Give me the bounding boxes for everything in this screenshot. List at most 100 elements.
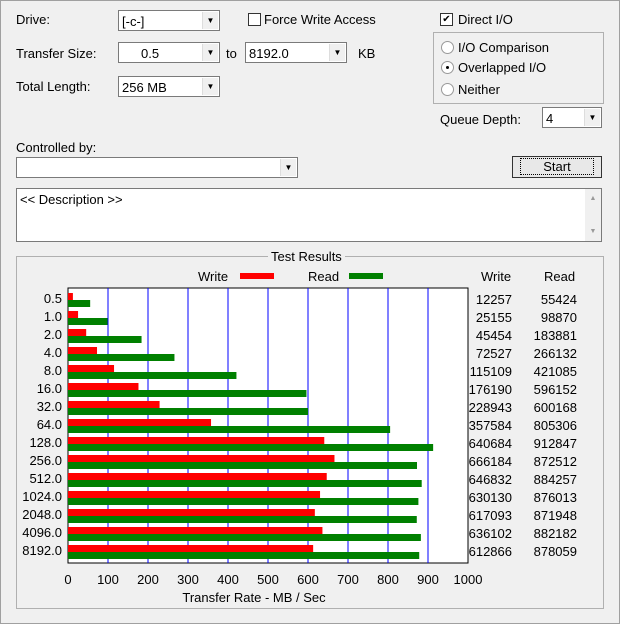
queue-depth-label: Queue Depth:	[440, 112, 521, 127]
write-bar	[68, 311, 79, 318]
transfer-to-value: 8192.0	[249, 46, 289, 61]
x-axis-label: Transfer Rate - MB / Sec	[182, 590, 326, 605]
x-tick-label: 800	[377, 572, 399, 587]
category-label: 512.0	[29, 471, 62, 486]
to-label: to	[226, 46, 237, 61]
write-bar	[68, 473, 327, 480]
direct-io-checkbox[interactable]: ✔	[440, 13, 453, 26]
neither-label: Neither	[458, 82, 500, 97]
description-scrollbar[interactable]: ▲ ▼	[585, 189, 601, 241]
write-bar	[68, 509, 315, 516]
drive-value: [-c-]	[122, 14, 145, 29]
read-value: 878059	[533, 544, 577, 559]
read-bar	[68, 318, 108, 325]
read-legend-swatch	[349, 273, 383, 279]
write-value: 176190	[468, 382, 512, 397]
read-bar	[68, 300, 91, 307]
controlled-by-select[interactable]: ▼	[16, 157, 298, 178]
category-label: 8192.0	[22, 543, 62, 558]
write-value: 45454	[475, 328, 512, 343]
x-tick-label: 700	[337, 572, 359, 587]
write-bar	[68, 383, 139, 390]
chevron-down-icon[interactable]: ▼	[202, 12, 218, 29]
read-value: 805306	[533, 418, 577, 433]
write-value: 646832	[468, 472, 512, 487]
read-bar	[68, 516, 417, 523]
total-length-value: 256 MB	[122, 80, 167, 95]
x-tick-label: 600	[297, 572, 319, 587]
write-value: 640684	[468, 436, 512, 451]
read-value: 884257	[533, 472, 577, 487]
transfer-to-select[interactable]: 8192.0 ▼	[245, 42, 347, 63]
neither-radio[interactable]	[441, 83, 454, 96]
read-value: 912847	[533, 436, 577, 451]
kb-label: KB	[358, 46, 376, 61]
transfer-from-select[interactable]: 0.5 ▼	[118, 42, 220, 63]
x-tick-label: 900	[417, 572, 439, 587]
category-label: 128.0	[29, 435, 62, 450]
write-value: 228943	[468, 400, 512, 415]
total-length-label: Total Length:	[16, 79, 91, 94]
io-mode-group	[433, 32, 604, 104]
category-label: 2.0	[44, 327, 62, 342]
read-value: 266132	[533, 346, 577, 361]
read-value: 55424	[540, 292, 577, 307]
write-bar	[68, 401, 160, 408]
category-label: 64.0	[37, 417, 62, 432]
drive-label: Drive:	[16, 12, 50, 27]
direct-io-label: Direct I/O	[458, 12, 513, 27]
chevron-down-icon[interactable]: ▼	[584, 109, 600, 126]
write-value: 115109	[469, 364, 512, 379]
write-value: 666184	[468, 454, 512, 469]
x-tick-label: 200	[137, 572, 159, 587]
write-bar	[68, 491, 321, 498]
read-bar	[68, 462, 418, 469]
category-label: 0.5	[44, 291, 62, 306]
category-label: 4.0	[44, 345, 62, 360]
chevron-down-icon[interactable]: ▼	[329, 44, 345, 61]
drive-select[interactable]: [-c-] ▼	[118, 10, 220, 31]
controlled-by-label: Controlled by:	[16, 140, 97, 155]
queue-depth-select[interactable]: 4 ▼	[542, 107, 602, 128]
description-textarea[interactable]: << Description >> ▲ ▼	[16, 188, 602, 242]
read-bar	[68, 354, 175, 361]
write-legend-swatch	[240, 273, 274, 279]
total-length-select[interactable]: 256 MB ▼	[118, 76, 220, 97]
write-bar	[68, 437, 325, 444]
x-tick-label: 300	[177, 572, 199, 587]
start-button[interactable]: Start	[512, 156, 602, 178]
read-bar	[68, 336, 142, 343]
write-value: 25155	[475, 310, 512, 325]
write-bar	[68, 527, 323, 534]
read-bar	[68, 444, 434, 451]
chevron-down-icon[interactable]: ▼	[202, 44, 218, 61]
read-bar	[68, 534, 421, 541]
write-column-header: Write	[481, 269, 512, 284]
category-label: 4096.0	[22, 525, 62, 540]
write-bar	[68, 329, 87, 336]
read-value: 871948	[533, 508, 577, 523]
io-comparison-label: I/O Comparison	[458, 40, 550, 55]
write-bar	[68, 545, 314, 552]
category-label: 1.0	[44, 309, 62, 324]
write-value: 636102	[468, 526, 512, 541]
read-column-header: Read	[544, 269, 576, 284]
write-bar	[68, 365, 115, 372]
force-write-label: Force Write Access	[264, 12, 376, 27]
read-value: 98870	[540, 310, 577, 325]
chevron-down-icon[interactable]: ▼	[202, 78, 218, 95]
force-write-checkbox[interactable]	[248, 13, 261, 26]
read-bar	[68, 426, 391, 433]
write-value: 612866	[468, 544, 512, 559]
read-bar	[68, 408, 309, 415]
category-label: 2048.0	[22, 507, 62, 522]
x-tick-label: 500	[257, 572, 279, 587]
write-value: 12257	[475, 292, 512, 307]
write-bar	[68, 347, 98, 354]
chevron-down-icon[interactable]: ▼	[280, 159, 296, 176]
read-bar	[68, 372, 237, 379]
transfer-size-label: Transfer Size:	[16, 46, 97, 61]
overlapped-io-radio[interactable]	[441, 61, 454, 74]
io-comparison-radio[interactable]	[441, 41, 454, 54]
